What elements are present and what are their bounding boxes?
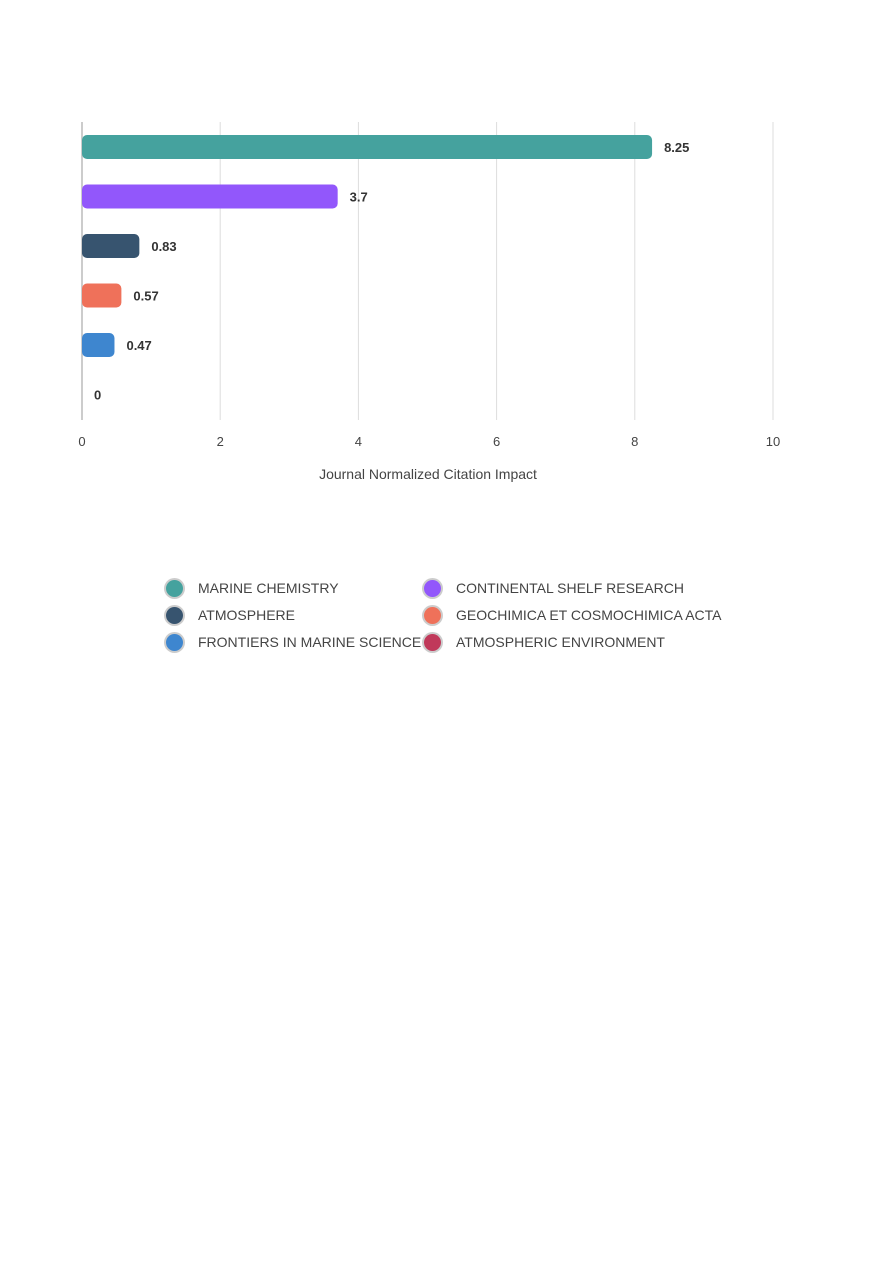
x-tick-label: 2 [217, 434, 224, 449]
legend-swatch-icon [424, 579, 441, 597]
legend-item[interactable]: CONTINENTAL SHELF RESEARCH [424, 578, 724, 598]
x-tick-label: 10 [766, 434, 780, 449]
bar [82, 135, 653, 159]
data-label: 0.57 [133, 289, 158, 304]
data-label: 0.83 [151, 239, 176, 254]
legend-swatch-icon [166, 579, 183, 597]
bar [82, 283, 122, 308]
legend-swatch-icon [424, 633, 441, 651]
data-label: 0.47 [126, 338, 151, 353]
x-tick-label: 6 [493, 434, 500, 449]
legend-label: CONTINENTAL SHELF RESEARCH [456, 580, 684, 596]
legend-item[interactable]: GEOCHIMICA ET COSMOCHIMICA ACTA [424, 605, 724, 625]
data-label: 3.7 [350, 190, 368, 205]
bar [82, 333, 115, 357]
bar-chart: 0 2 4 6 8 10 8.25 3.7 0.83 0.57 0.47 0 Journal Norma… [78, 122, 780, 482]
legend-swatch-icon [166, 633, 183, 651]
x-tick-label: 8 [631, 434, 638, 449]
legend-label: ATMOSPHERIC ENVIRONMENT [456, 634, 665, 650]
legend-label: GEOCHIMICA ET COSMOCHIMICA ACTA [456, 607, 722, 623]
legend-item[interactable]: FRONTIERS IN MARINE SCIENCE [166, 632, 424, 652]
x-tick-label: 4 [355, 434, 362, 449]
legend-label: ATMOSPHERE [198, 607, 295, 623]
x-axis-label: Journal Normalized Citation Impact [319, 466, 537, 482]
legend-label: FRONTIERS IN MARINE SCIENCE [198, 634, 422, 650]
legend-item[interactable]: ATMOSPHERIC ENVIRONMENT [424, 632, 724, 652]
legend-item[interactable]: MARINE CHEMISTRY [166, 578, 424, 598]
legend: MARINE CHEMISTRY CONTINENTAL SHELF RESEAR… [166, 578, 724, 652]
legend-swatch-icon [166, 606, 183, 624]
data-label: 0 [94, 388, 101, 403]
legend-item[interactable]: ATMOSPHERE [166, 605, 424, 625]
legend-swatch-icon [424, 606, 441, 624]
bar [82, 184, 338, 209]
data-label: 8.25 [664, 140, 689, 155]
x-tick-label: 0 [78, 434, 85, 449]
bar [82, 234, 140, 258]
legend-label: MARINE CHEMISTRY [198, 580, 339, 596]
